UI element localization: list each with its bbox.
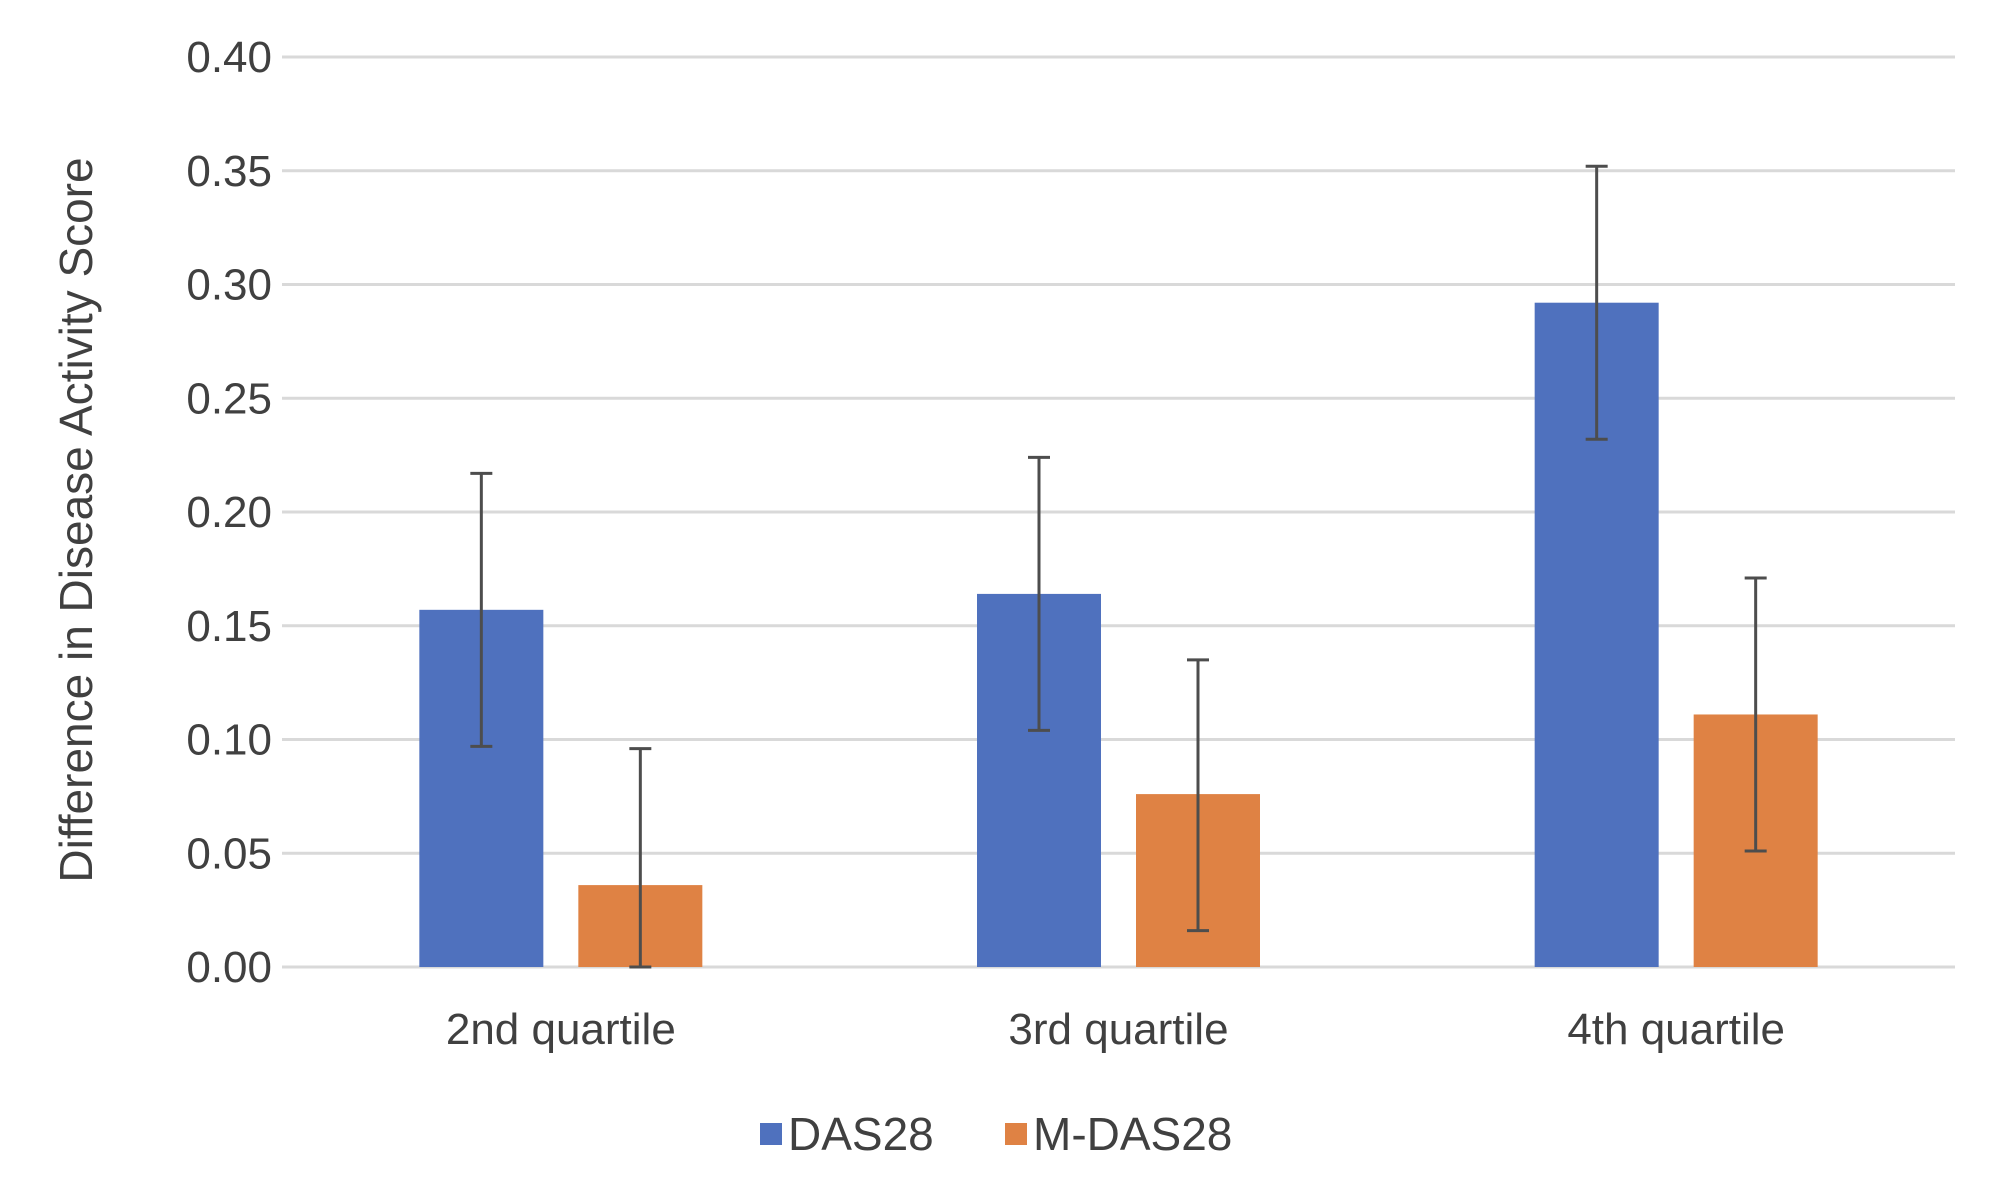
error-bar-das28-4 xyxy=(1585,164,1608,441)
y-tick-label: 0.30 xyxy=(186,261,272,310)
x-category-label: 4th quartile xyxy=(1567,1005,1785,1054)
error-bar-m-das28-4 xyxy=(1744,576,1767,853)
legend-swatch xyxy=(1005,1123,1027,1145)
error-bar-m-das28-2 xyxy=(629,747,652,969)
y-tick-label: 0.40 xyxy=(186,33,272,82)
error-bars xyxy=(470,164,1767,969)
y-tick-label: 0.20 xyxy=(186,488,272,537)
legend-item-das28: DAS28 xyxy=(760,1108,934,1160)
y-axis-ticks: 0.00 0.05 0.10 0.15 0.20 0.25 0.30 0.35 0.40 xyxy=(186,33,272,992)
x-axis-categories: 2nd quartile 3rd quartile 4th quartile xyxy=(446,1005,1785,1054)
y-tick-label: 0.05 xyxy=(186,829,272,878)
legend-label: M-DAS28 xyxy=(1033,1108,1232,1160)
y-axis-title: Difference in Disease Activity Score xyxy=(50,157,102,882)
y-tick-label: 0.25 xyxy=(186,374,272,423)
bars xyxy=(419,302,1818,967)
legend-swatch xyxy=(760,1123,782,1145)
error-bar-das28-3 xyxy=(1028,455,1050,732)
y-tick-label: 0.15 xyxy=(186,602,272,651)
gridlines xyxy=(282,55,1955,969)
legend-item-m-das28: M-DAS28 xyxy=(1005,1108,1232,1160)
x-category-label: 2nd quartile xyxy=(446,1005,676,1054)
error-bar-m-das28-3 xyxy=(1187,658,1209,933)
y-tick-label: 0.00 xyxy=(186,943,272,992)
legend-label: DAS28 xyxy=(788,1108,934,1160)
error-bar-das28-2 xyxy=(470,471,493,748)
legend: DAS28 M-DAS28 xyxy=(760,1108,1232,1160)
y-tick-label: 0.35 xyxy=(186,147,272,196)
y-tick-label: 0.10 xyxy=(186,716,272,765)
x-category-label: 3rd quartile xyxy=(1008,1005,1228,1054)
